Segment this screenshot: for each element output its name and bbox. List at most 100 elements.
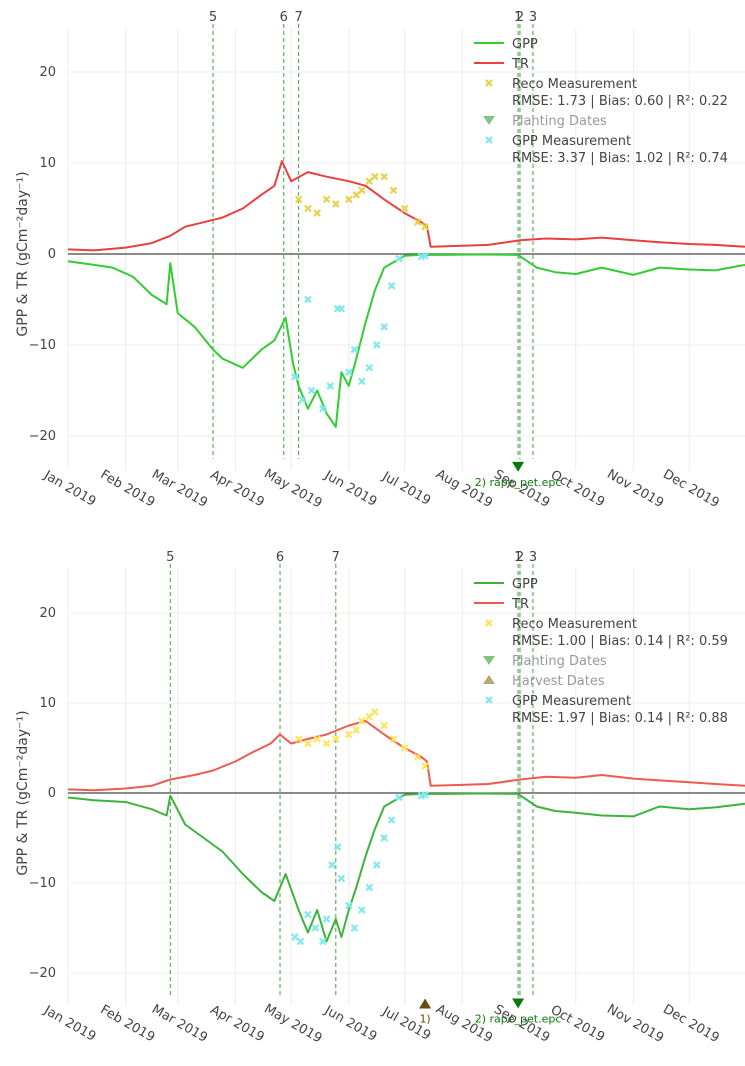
scatter-point (313, 209, 322, 217)
legend-label: Planting Dates (512, 654, 607, 669)
scatter-point (413, 218, 422, 226)
event-label-5: 5 (166, 550, 174, 565)
scatter-point (345, 730, 353, 739)
legend: GPP TR Reco Measurement RMSE: 1.73 | Bias: … (474, 37, 728, 166)
scatter-point (413, 753, 422, 761)
x-tick-label: Dec 2019 (660, 467, 722, 511)
y-axis-label: GPP & TR (gCm⁻²day⁻¹) (15, 710, 31, 875)
event-label-2: 2 (516, 550, 524, 565)
series-line-tr (67, 160, 745, 252)
legend-swatch-marker (485, 79, 493, 87)
legend-label: Reco Measurement (512, 617, 637, 632)
scatter-point (337, 304, 346, 313)
y-tick-label: −10 (29, 876, 56, 891)
scatter-point (328, 861, 336, 869)
scatter-point (358, 906, 366, 914)
series-line-gpp (67, 253, 745, 428)
x-tick-label: Nov 2019 (604, 1002, 666, 1046)
legend-swatch-triangle-down (483, 116, 495, 125)
x-tick-label: Dec 2019 (660, 1002, 722, 1046)
event-label-7: 7 (294, 10, 302, 25)
event-label-3: 3 (529, 550, 537, 565)
x-tick-label: Nov 2019 (604, 467, 666, 511)
scatter-point (298, 395, 307, 404)
event-label-6: 6 (276, 550, 284, 565)
chart-panel-1: 20 10 0 −10 −20 GPP & TR (gCm⁻²day⁻¹) 5 6 7 12 3 2)… (15, 10, 745, 511)
scatter-point (322, 195, 331, 204)
scatter-point (400, 744, 409, 752)
scatter-point (389, 735, 398, 743)
legend-stats: RMSE: 3.37 | Bias: 1.02 | R²: 0.74 (512, 151, 728, 166)
legend-label: GPP (512, 577, 538, 592)
scatter-reco-measurement (294, 708, 429, 770)
x-tick-label: Mar 2019 (149, 1002, 210, 1046)
legend-swatch-marker (485, 619, 493, 627)
planting-marker (512, 998, 525, 1009)
scatter-point (371, 708, 379, 716)
scatter-point (337, 874, 346, 883)
scatter-point (400, 204, 409, 213)
legend-label: Harvest Dates (512, 674, 605, 689)
scatter-point (358, 717, 366, 725)
y-tick-label: 20 (39, 65, 56, 80)
event-label-6: 6 (280, 10, 288, 25)
x-tick-label: May 2019 (261, 1001, 324, 1046)
legend-swatch-triangle-down (483, 656, 495, 665)
y-tick-label: −10 (29, 338, 56, 353)
event-label-1: 1 (514, 550, 522, 565)
scatter-point (313, 735, 322, 743)
scatter-point (358, 186, 366, 195)
x-tick-label: Oct 2019 (548, 468, 607, 511)
scatter-point (380, 172, 388, 181)
x-tick-label: Jun 2019 (321, 468, 379, 510)
legend-stats: RMSE: 1.73 | Bias: 0.60 | R²: 0.22 (512, 94, 728, 109)
scatter-point (350, 924, 359, 932)
planting-marker (512, 461, 525, 472)
scatter-point (307, 386, 316, 395)
x-tick-label: Apr 2019 (208, 468, 267, 511)
scatter-point (365, 177, 374, 185)
x-tick-label: Feb 2019 (98, 1002, 158, 1045)
y-tick-label: 20 (39, 606, 56, 621)
scatter-point (365, 883, 374, 892)
x-tick-label: May 2019 (261, 466, 324, 511)
event-label-2: 2 (516, 10, 524, 25)
scatter-point (304, 910, 312, 919)
legend-label: TR (511, 597, 529, 612)
scatter-point (345, 901, 353, 910)
legend-swatch-marker (485, 136, 493, 144)
scatter-point (322, 739, 331, 748)
y-tick-label: 0 (48, 247, 56, 262)
y-tick-label: 10 (39, 156, 56, 171)
legend-label: Planting Dates (512, 114, 607, 129)
scatter-reco-measurement (294, 172, 429, 231)
scatter-point (352, 191, 361, 199)
legend-stats: RMSE: 1.97 | Bias: 0.14 | R²: 0.88 (512, 711, 728, 726)
harvest-marker (419, 998, 432, 1009)
series-line-tr (67, 720, 745, 792)
event-label-3: 3 (529, 10, 537, 25)
harvest-marker-label: 1) (419, 1013, 430, 1026)
scatter-point (380, 323, 388, 331)
planting-marker-label: 2) rape_pet.epc (475, 1013, 562, 1026)
scatter-point (421, 222, 429, 231)
x-tick-label: Mar 2019 (149, 467, 210, 511)
scatter-point (304, 739, 312, 748)
scatter-point (332, 200, 340, 208)
scatter-point (319, 937, 327, 946)
scatter-gpp-measurement (291, 252, 429, 413)
scatter-point (380, 834, 388, 842)
scatter-point (372, 341, 381, 349)
x-tick-label: Jun 2019 (321, 1003, 379, 1045)
scatter-point (291, 373, 299, 381)
planting-marker-label: 2) rape_pet.epc (475, 476, 562, 489)
scatter-point (365, 712, 374, 721)
scatter-point (421, 791, 429, 799)
y-axis-label: GPP & TR (gCm⁻²day⁻¹) (15, 171, 31, 336)
legend-label: GPP Measurement (512, 134, 631, 149)
scatter-point (291, 933, 299, 941)
scatter-point (304, 295, 312, 304)
x-tick-label: Apr 2019 (208, 1003, 267, 1046)
legend-swatch-triangle-up (483, 675, 495, 684)
